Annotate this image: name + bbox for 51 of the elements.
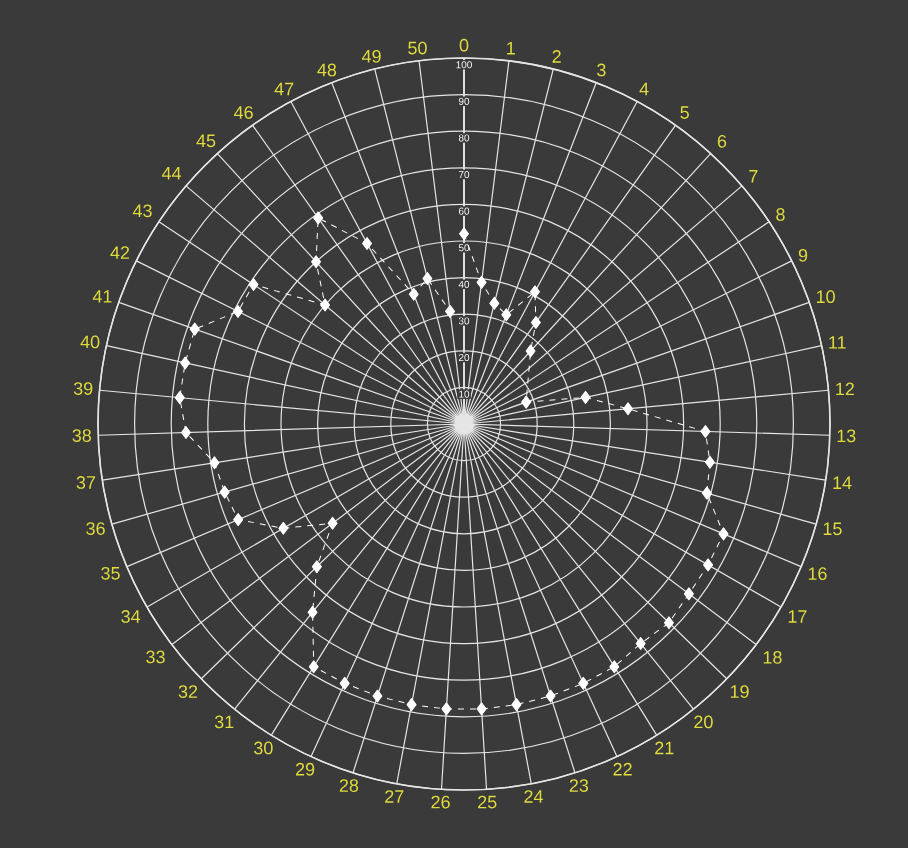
spoke-label: 18	[763, 650, 782, 664]
spoke-label: 22	[613, 762, 632, 776]
spoke-label: 7	[749, 170, 758, 183]
spoke-label: 36	[86, 522, 105, 535]
spoke-label: 50	[408, 41, 427, 55]
spoke-label: 16	[808, 567, 827, 581]
spoke-label: 44	[161, 167, 182, 180]
spoke-label: 24	[524, 790, 543, 803]
spoke-label: 1	[507, 42, 515, 55]
spoke-label: 19	[730, 685, 749, 698]
spoke-label: 9	[798, 248, 808, 262]
spoke-label: 3	[597, 63, 606, 77]
spoke-label: 2	[552, 50, 561, 63]
spoke-label: 31	[214, 715, 234, 729]
spoke-label: 49	[361, 49, 381, 63]
spoke-label: 38	[72, 429, 92, 442]
spoke-label: 42	[110, 246, 130, 259]
spoke-label: 0	[459, 38, 469, 52]
spoke-label: 40	[80, 335, 100, 349]
spoke-label: 27	[385, 790, 404, 803]
spoke-label: 25	[478, 795, 497, 809]
spoke-label: 34	[121, 610, 141, 623]
spoke-label: 17	[788, 610, 807, 623]
spoke-label: 48	[317, 63, 337, 77]
spoke-label: 37	[76, 476, 96, 489]
spoke-label: 10	[816, 290, 835, 304]
spoke-label: 20	[694, 715, 713, 729]
spoke-label: 15	[823, 522, 842, 536]
spoke-label: 4	[639, 82, 649, 96]
spoke-label: 28	[339, 779, 359, 792]
spoke-label: 41	[92, 290, 112, 303]
spoke-label: 30	[254, 741, 273, 755]
spoke-label: 14	[833, 476, 852, 489]
spoke-label: 12	[836, 382, 854, 396]
spoke-label: 23	[569, 779, 589, 792]
spoke-label: 45	[196, 134, 216, 148]
spoke-label: 11	[829, 336, 846, 349]
spoke-label: 32	[178, 685, 198, 698]
spoke-label: 39	[73, 382, 93, 395]
spoke-label: 21	[655, 741, 674, 755]
spoke-label: 5	[680, 106, 689, 119]
spoke-label: 26	[431, 795, 450, 809]
spoke-label: 47	[274, 82, 294, 96]
spoke-label: 8	[776, 208, 785, 221]
spoke-label: 13	[837, 429, 856, 443]
spoke-label: 43	[132, 204, 152, 218]
spoke-label: 29	[295, 762, 315, 776]
spoke-label: 46	[234, 106, 253, 119]
spoke-label: 33	[146, 650, 165, 664]
spoke-label: 6	[717, 134, 727, 148]
spoke-label: 35	[101, 566, 120, 580]
